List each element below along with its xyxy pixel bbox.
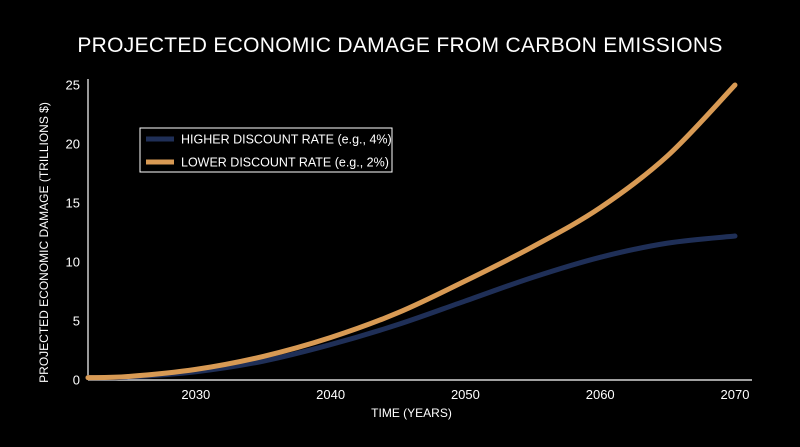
y-tick-label: 10 bbox=[66, 255, 80, 270]
y-tick-label: 20 bbox=[66, 137, 80, 152]
x-tick-label: 2070 bbox=[721, 387, 750, 402]
x-axis-ticks: 2030 2040 2050 2060 2070 bbox=[181, 387, 749, 402]
x-tick-label: 2030 bbox=[181, 387, 210, 402]
series-lines bbox=[85, 82, 738, 381]
series-line-2 bbox=[85, 82, 738, 381]
legend-label-1: HIGHER DISCOUNT RATE (e.g., 4%) bbox=[181, 133, 392, 147]
legend-box bbox=[139, 127, 393, 173]
x-tick-label: 2040 bbox=[316, 387, 345, 402]
y-axis-ticks: 0 5 10 15 20 25 bbox=[66, 78, 80, 388]
legend: HIGHER DISCOUNT RATE (e.g., 4%) LOWER DIS… bbox=[139, 127, 393, 173]
chart-title: PROJECTED ECONOMIC DAMAGE FROM CARBON EM… bbox=[77, 34, 723, 57]
y-tick-label: 25 bbox=[66, 78, 80, 93]
x-tick-label: 2050 bbox=[451, 387, 480, 402]
x-axis-label: TIME (YEARS) bbox=[371, 406, 452, 420]
x-tick-label: 2060 bbox=[586, 387, 615, 402]
y-axis-label: PROJECTED ECONOMIC DAMAGE (TRILLIONS $) bbox=[37, 102, 51, 383]
legend-label-2: LOWER DISCOUNT RATE (e.g., 2%) bbox=[181, 156, 389, 170]
y-tick-label: 5 bbox=[73, 314, 80, 329]
y-tick-label: 0 bbox=[73, 373, 80, 388]
y-tick-label: 15 bbox=[66, 196, 80, 211]
